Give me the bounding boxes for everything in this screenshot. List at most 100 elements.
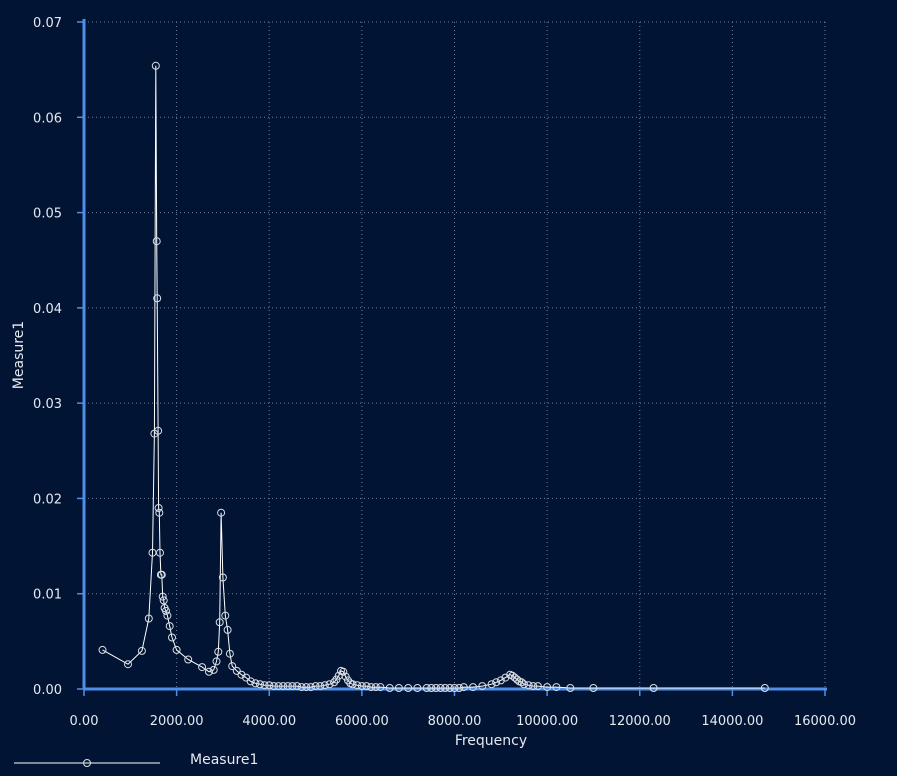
data-point — [251, 679, 260, 688]
data-point — [566, 684, 575, 692]
data-point — [209, 665, 218, 674]
data-point — [385, 684, 394, 692]
x-tick-label: 0.00 — [70, 714, 99, 729]
data-point — [432, 684, 440, 692]
data-point — [165, 622, 174, 631]
data-point — [98, 645, 107, 654]
x-tick-label: 10000.00 — [516, 714, 578, 729]
data-point — [441, 684, 450, 692]
data-point — [552, 683, 561, 692]
x-tick-label: 16000.00 — [794, 714, 856, 729]
data-point — [293, 682, 301, 691]
data-point — [221, 611, 230, 620]
grid-lines — [84, 21, 826, 689]
data-point — [152, 237, 161, 246]
y-tick-label: 0.06 — [33, 111, 62, 126]
legend-label: Measure1 — [190, 752, 258, 768]
data-point — [154, 426, 163, 435]
data-point — [153, 294, 162, 303]
axis-ticks: 0.00 2000.00 4000.00 6000.00 8000.00 10000.00… — [33, 16, 856, 729]
data-point — [124, 660, 132, 669]
data-point — [212, 657, 221, 666]
data-point — [159, 596, 168, 605]
data-point — [184, 655, 193, 664]
data-point — [137, 646, 146, 655]
data-point — [154, 504, 163, 512]
data-point — [436, 684, 445, 692]
data-point — [288, 682, 297, 691]
y-axis-title: Measure1 — [11, 321, 27, 389]
data-point — [524, 681, 533, 690]
data-point — [529, 682, 538, 691]
data-point — [144, 614, 153, 623]
data-point — [163, 611, 172, 620]
data-point — [228, 662, 237, 671]
legend-marker-swatch — [83, 759, 91, 767]
data-point — [223, 625, 232, 634]
data-point — [215, 618, 224, 627]
data-point — [427, 684, 436, 692]
data-point — [198, 663, 207, 672]
y-tick-label: 0.07 — [33, 16, 62, 31]
data-point — [520, 680, 528, 689]
data-point — [155, 508, 164, 517]
data-point — [376, 683, 385, 692]
data-point — [172, 645, 181, 654]
data-point — [320, 681, 329, 690]
data-point — [158, 592, 167, 601]
data-point — [283, 682, 292, 691]
data-point — [353, 681, 362, 690]
data-point — [246, 677, 255, 686]
x-axis-title: Frequency — [455, 733, 527, 749]
data-point — [533, 682, 542, 691]
data-point — [357, 682, 366, 691]
data-point — [214, 647, 223, 656]
data-point — [445, 684, 454, 692]
data-point — [459, 683, 468, 692]
series-measure1 — [98, 61, 769, 692]
data-point — [649, 684, 658, 692]
data-point — [469, 683, 477, 692]
data-point — [217, 508, 226, 517]
y-tick-label: 0.03 — [33, 397, 62, 412]
y-tick-label: 0.05 — [33, 207, 62, 222]
data-point — [394, 684, 403, 692]
data-point — [225, 649, 234, 658]
x-tick-label: 4000.00 — [242, 714, 296, 729]
data-point — [455, 684, 464, 692]
data-point — [306, 683, 315, 692]
data-point — [362, 682, 371, 691]
data-point — [496, 676, 505, 685]
x-tick-label: 14000.00 — [701, 714, 763, 729]
y-tick-label: 0.00 — [33, 683, 62, 698]
data-point — [302, 683, 311, 692]
data-point — [492, 678, 501, 687]
data-point — [316, 682, 325, 691]
data-point — [513, 675, 521, 684]
data-point — [260, 681, 269, 690]
data-point — [157, 570, 166, 579]
data-point — [339, 667, 348, 676]
y-tick-label: 0.01 — [33, 588, 62, 603]
x-tick-label: 6000.00 — [335, 714, 389, 729]
data-point — [279, 682, 288, 691]
data-point — [404, 684, 413, 692]
data-point — [450, 684, 459, 692]
x-tick-label: 2000.00 — [150, 714, 204, 729]
data-point — [256, 680, 264, 689]
data-point — [589, 684, 598, 692]
series-line-measure1 — [102, 65, 765, 689]
data-point — [371, 683, 380, 692]
data-point — [168, 633, 176, 642]
data-point — [330, 678, 339, 687]
y-tick-label: 0.04 — [33, 302, 62, 317]
data-point — [422, 684, 431, 692]
x-tick-label: 12000.00 — [609, 714, 671, 729]
data-point — [162, 606, 170, 615]
data-point — [274, 682, 283, 691]
axes — [82, 19, 827, 691]
data-point — [543, 683, 552, 692]
data-point — [325, 680, 334, 689]
